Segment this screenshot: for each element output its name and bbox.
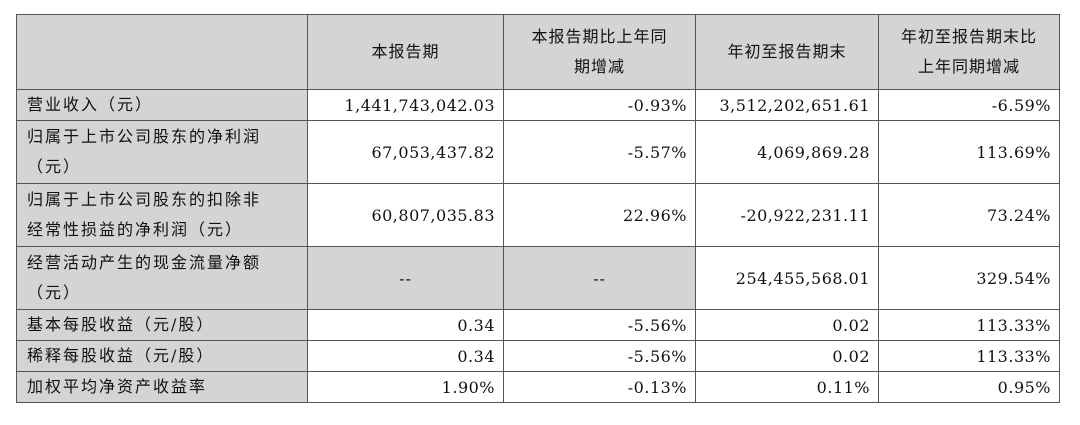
header-cell-current-period-yoy: 本报告期比上年同 期增减 (503, 14, 696, 90)
header-line: 年初至报告期末 (727, 42, 847, 61)
cell-value: 0.02 (695, 309, 879, 341)
cell-value: 254,455,568.01 (695, 246, 879, 310)
row-label-deducted-net-profit: 归属于上市公司股东的扣除非 经常性损益的净利润（元） (16, 183, 308, 247)
header-line: 本报告期 (371, 42, 440, 61)
row-label-line: 基本每股收益（元/股） (27, 315, 215, 334)
cell-value: 67,053,437.82 (307, 120, 504, 184)
table-row: 营业收入（元） 1,441,743,042.03 -0.93% 3,512,20… (16, 89, 1060, 121)
cell-value: 1,441,743,042.03 (307, 89, 504, 121)
cell-value: 22.96% (503, 183, 696, 247)
cell-value: 0.34 (307, 309, 504, 341)
header-row: 本报告期 本报告期比上年同 期增减 年初至报告期末 年初至报告期末比 上年同期增… (16, 14, 1060, 90)
header-cell-item (16, 14, 308, 90)
row-label-line: 经营活动产生的现金流量净额 (27, 253, 262, 272)
table-row: 经营活动产生的现金流量净额 （元） -- -- 254,455,568.01 3… (16, 246, 1060, 310)
row-label-line: 稀释每股收益（元/股） (27, 346, 215, 365)
cell-value: -0.13% (503, 371, 696, 403)
table-row: 基本每股收益（元/股） 0.34 -5.56% 0.02 113.33% (16, 309, 1060, 341)
header-cell-current-period: 本报告期 (307, 14, 504, 90)
table-row: 加权平均净资产收益率 1.90% -0.13% 0.11% 0.95% (16, 371, 1060, 403)
header-line: 年初至报告期末比 (900, 27, 1037, 46)
row-label-line: 经常性损益的净利润（元） (27, 220, 244, 239)
header-line: 上年同期增减 (917, 57, 1020, 76)
cell-value: 329.54% (878, 246, 1060, 310)
cell-value: 0.11% (695, 371, 879, 403)
table-row: 稀释每股收益（元/股） 0.34 -5.56% 0.02 113.33% (16, 340, 1060, 372)
row-label-weighted-roe: 加权平均净资产收益率 (16, 371, 308, 403)
row-label-diluted-eps: 稀释每股收益（元/股） (16, 340, 308, 372)
header-cell-ytd-yoy: 年初至报告期末比 上年同期增减 (878, 14, 1060, 90)
cell-value: 113.33% (878, 340, 1060, 372)
cell-value: 113.69% (878, 120, 1060, 184)
table-row: 归属于上市公司股东的净利润 （元） 67,053,437.82 -5.57% 4… (16, 120, 1060, 184)
cell-value: 60,807,035.83 (307, 183, 504, 247)
row-label-operating-revenue: 营业收入（元） (16, 89, 308, 121)
cell-value: 0.02 (695, 340, 879, 372)
cell-empty-value: -- (503, 246, 696, 310)
cell-value: -5.56% (503, 340, 696, 372)
row-label-line: （元） (27, 157, 82, 176)
row-label-operating-cash-flow: 经营活动产生的现金流量净额 （元） (16, 246, 308, 310)
cell-value: -0.93% (503, 89, 696, 121)
row-label-line: （元） (27, 283, 82, 302)
cell-value: -5.56% (503, 309, 696, 341)
financial-table-container: 本报告期 本报告期比上年同 期增减 年初至报告期末 年初至报告期末比 上年同期增… (16, 14, 1060, 403)
cell-value: 0.95% (878, 371, 1060, 403)
header-line: 期增减 (573, 57, 625, 76)
cell-value: 73.24% (878, 183, 1060, 247)
row-label-line: 归属于上市公司股东的净利润 (27, 127, 262, 146)
cell-value: -6.59% (878, 89, 1060, 121)
header-cell-ytd: 年初至报告期末 (695, 14, 879, 90)
row-label-line: 加权平均净资产收益率 (27, 377, 208, 396)
cell-value: -20,922,231.11 (695, 183, 879, 247)
header-line: 本报告期比上年同 (531, 27, 668, 46)
cell-value: 113.33% (878, 309, 1060, 341)
cell-value: 1.90% (307, 371, 504, 403)
financial-indicators-table: 本报告期 本报告期比上年同 期增减 年初至报告期末 年初至报告期末比 上年同期增… (16, 14, 1060, 403)
cell-value: -5.57% (503, 120, 696, 184)
row-label-net-profit: 归属于上市公司股东的净利润 （元） (16, 120, 308, 184)
cell-value: 3,512,202,651.61 (695, 89, 879, 121)
table-row: 归属于上市公司股东的扣除非 经常性损益的净利润（元） 60,807,035.83… (16, 183, 1060, 247)
row-label-line: 归属于上市公司股东的扣除非 (27, 190, 262, 209)
cell-empty-value: -- (307, 246, 504, 310)
row-label-line: 营业收入（元） (27, 95, 154, 114)
row-label-basic-eps: 基本每股收益（元/股） (16, 309, 308, 341)
cell-value: 4,069,869.28 (695, 120, 879, 184)
cell-value: 0.34 (307, 340, 504, 372)
